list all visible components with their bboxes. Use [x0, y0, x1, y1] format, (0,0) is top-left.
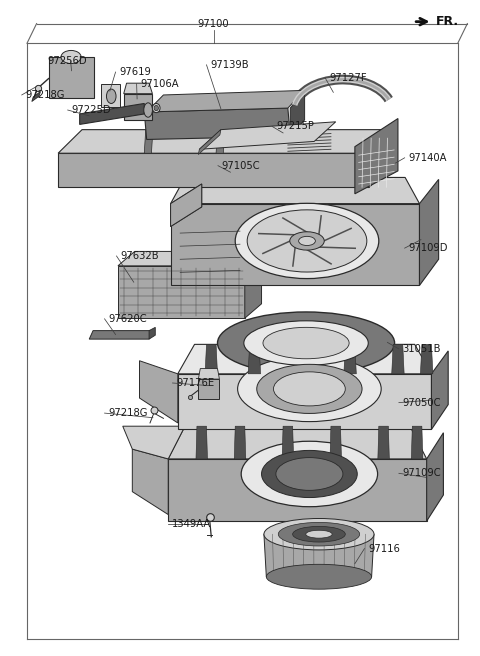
Text: 97256D: 97256D [47, 56, 86, 66]
Polygon shape [420, 179, 439, 285]
Text: 97215P: 97215P [276, 121, 314, 131]
Polygon shape [427, 433, 444, 521]
Polygon shape [170, 184, 202, 226]
Polygon shape [170, 184, 202, 226]
Ellipse shape [263, 327, 349, 359]
Text: 97218G: 97218G [25, 90, 65, 100]
Ellipse shape [241, 441, 378, 506]
Ellipse shape [264, 518, 374, 550]
Polygon shape [123, 426, 185, 459]
Polygon shape [132, 449, 168, 514]
Polygon shape [355, 119, 398, 194]
Ellipse shape [61, 51, 81, 64]
Ellipse shape [306, 530, 332, 538]
Polygon shape [89, 331, 153, 339]
Ellipse shape [235, 203, 379, 279]
Polygon shape [411, 426, 423, 459]
Polygon shape [282, 426, 294, 459]
Ellipse shape [257, 364, 362, 413]
Polygon shape [234, 426, 246, 459]
Text: 97106A: 97106A [141, 79, 179, 89]
Polygon shape [264, 534, 374, 577]
Polygon shape [420, 344, 433, 374]
Text: 97109C: 97109C [403, 468, 441, 478]
Ellipse shape [262, 451, 357, 497]
Polygon shape [58, 154, 369, 187]
Text: 97632B: 97632B [120, 251, 159, 261]
Text: 97116: 97116 [368, 544, 400, 554]
Text: 97105C: 97105C [222, 161, 261, 171]
Ellipse shape [238, 356, 381, 422]
Ellipse shape [247, 210, 367, 272]
Polygon shape [378, 426, 389, 459]
Ellipse shape [278, 522, 360, 546]
Text: 97225D: 97225D [72, 105, 111, 115]
Ellipse shape [274, 372, 345, 406]
Polygon shape [48, 57, 94, 98]
Ellipse shape [293, 526, 345, 542]
Text: 97139B: 97139B [210, 60, 249, 70]
Polygon shape [344, 344, 356, 374]
Text: 97100: 97100 [198, 19, 229, 29]
Polygon shape [205, 344, 217, 374]
Polygon shape [32, 92, 40, 102]
Polygon shape [432, 351, 448, 430]
Polygon shape [178, 344, 432, 374]
Polygon shape [170, 177, 420, 203]
Polygon shape [124, 94, 153, 120]
Polygon shape [330, 426, 341, 459]
Text: 97127F: 97127F [329, 73, 367, 83]
Polygon shape [170, 203, 420, 285]
Polygon shape [199, 122, 336, 150]
Polygon shape [140, 361, 178, 423]
Polygon shape [245, 251, 262, 318]
Ellipse shape [107, 89, 116, 104]
Text: 97620C: 97620C [108, 314, 147, 324]
Polygon shape [168, 459, 427, 521]
Polygon shape [198, 379, 219, 399]
Polygon shape [296, 344, 309, 374]
Polygon shape [392, 344, 404, 374]
Polygon shape [80, 104, 144, 125]
Polygon shape [118, 266, 245, 318]
Polygon shape [168, 426, 427, 459]
Polygon shape [196, 426, 207, 459]
Polygon shape [147, 91, 305, 112]
Polygon shape [198, 369, 219, 379]
Polygon shape [101, 85, 120, 107]
Ellipse shape [154, 106, 158, 111]
Ellipse shape [217, 312, 395, 374]
Ellipse shape [266, 564, 372, 589]
Text: FR.: FR. [436, 15, 459, 28]
Ellipse shape [153, 104, 160, 113]
Polygon shape [58, 130, 393, 154]
Polygon shape [248, 344, 261, 374]
Ellipse shape [244, 321, 368, 365]
Ellipse shape [144, 103, 153, 117]
Polygon shape [149, 327, 156, 339]
Text: 97176E: 97176E [176, 378, 215, 388]
Polygon shape [178, 374, 432, 430]
Polygon shape [369, 130, 393, 187]
Ellipse shape [276, 458, 343, 490]
Text: 97619: 97619 [120, 67, 151, 77]
Polygon shape [290, 91, 305, 136]
Text: 1349AA: 1349AA [172, 520, 211, 529]
Polygon shape [124, 83, 153, 94]
Polygon shape [216, 130, 225, 154]
Text: 97218G: 97218G [108, 408, 148, 418]
Text: 97050C: 97050C [403, 398, 441, 407]
Ellipse shape [290, 232, 324, 250]
Polygon shape [118, 251, 262, 266]
Polygon shape [144, 108, 290, 140]
Text: 97109D: 97109D [408, 243, 448, 253]
Polygon shape [198, 130, 221, 155]
Text: 97140A: 97140A [408, 153, 447, 163]
Text: 31051B: 31051B [403, 344, 441, 354]
Polygon shape [144, 130, 153, 154]
Ellipse shape [299, 236, 315, 245]
